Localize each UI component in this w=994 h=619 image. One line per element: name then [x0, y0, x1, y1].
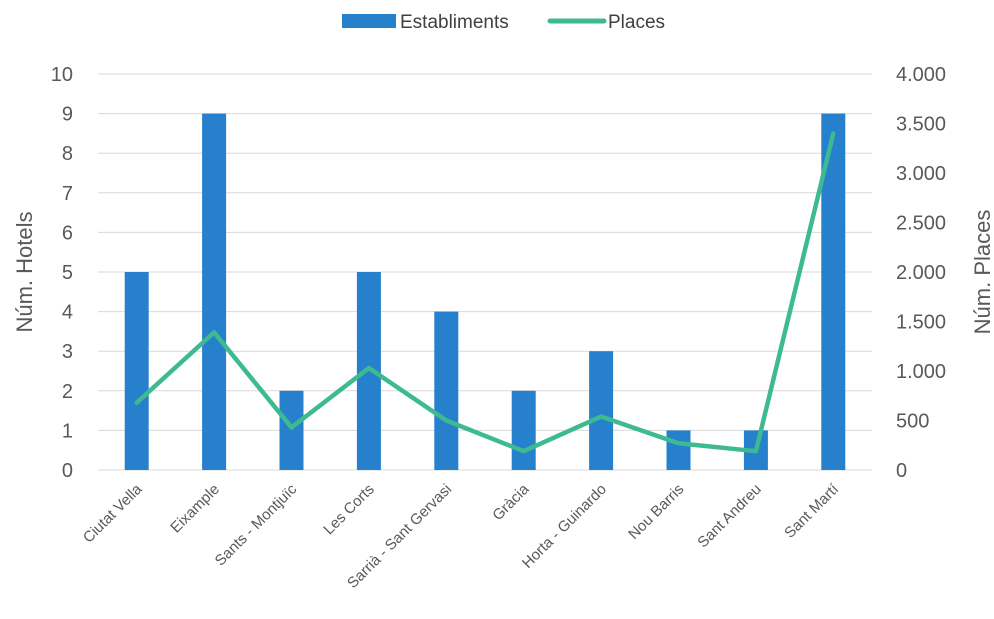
left-tick-label: 10 — [51, 64, 73, 86]
left-tick-label: 3 — [62, 341, 73, 363]
category-label: Ciutat Vella — [80, 480, 146, 546]
right-axis-title: Núm. Places — [970, 210, 994, 335]
right-tick-label: 1.500 — [896, 312, 946, 334]
left-axis-title: Núm. Hotels — [12, 211, 37, 332]
legend-label-places: Places — [608, 12, 665, 33]
category-label: Sants - Montjuïc — [212, 480, 301, 569]
category-label: Sant Martí — [781, 480, 843, 542]
right-tick-label: 2.500 — [896, 213, 946, 235]
left-tick-label: 5 — [62, 262, 73, 284]
places-line — [134, 131, 836, 454]
bar — [589, 351, 614, 470]
bar — [202, 113, 227, 470]
right-tick-label: 2.000 — [896, 262, 946, 284]
line-series — [134, 131, 836, 454]
left-axis-ticks: 0 1 2 3 4 5 6 7 8 9 10 — [51, 64, 73, 482]
right-tick-label: 1.000 — [896, 361, 946, 383]
bar — [666, 430, 691, 470]
legend-swatch-establiments — [342, 14, 396, 28]
legend: Establiments Places — [342, 12, 665, 33]
bar — [356, 272, 381, 470]
category-label: Horta - Guinardo — [519, 481, 610, 572]
category-label: Nou Barris — [625, 481, 687, 543]
bar-series — [124, 113, 846, 470]
left-tick-label: 7 — [62, 183, 73, 205]
category-label: Gràcia — [489, 480, 533, 524]
category-label: Eixample — [167, 481, 223, 537]
left-tick-label: 2 — [62, 381, 73, 403]
left-tick-label: 1 — [62, 420, 73, 442]
right-tick-label: 4.000 — [896, 64, 946, 86]
category-label: Sant Andreu — [694, 481, 764, 551]
legend-label-establiments: Establiments — [400, 12, 509, 33]
right-tick-label: 0 — [896, 460, 907, 482]
right-axis-ticks: 0 500 1.000 1.500 2.000 2.500 3.000 3.500 4.000 — [896, 64, 946, 482]
bar — [511, 390, 536, 470]
right-tick-label: 3.000 — [896, 163, 946, 185]
bar — [279, 390, 304, 470]
bar — [124, 272, 149, 470]
left-tick-label: 4 — [62, 302, 73, 324]
left-tick-label: 8 — [62, 143, 73, 165]
left-tick-label: 0 — [62, 460, 73, 482]
bar — [434, 311, 459, 470]
category-label: Les Corts — [320, 481, 377, 538]
left-tick-label: 9 — [62, 104, 73, 126]
gridlines — [98, 73, 872, 471]
left-tick-label: 6 — [62, 222, 73, 244]
right-tick-label: 3.500 — [896, 114, 946, 136]
right-tick-label: 500 — [896, 411, 929, 433]
